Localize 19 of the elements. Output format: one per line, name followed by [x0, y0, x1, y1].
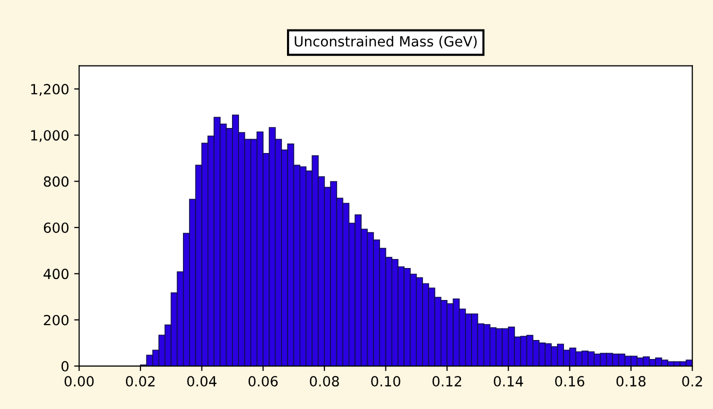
chart-title: Unconstrained Mass (GeV) [294, 36, 477, 48]
x-tick-label: 0.04 [187, 376, 216, 387]
x-tick-label: 0.16 [555, 376, 584, 387]
x-tick-label: 0.18 [616, 376, 646, 387]
x-tick-label: 0.14 [494, 376, 524, 387]
y-tick-label: 200 [44, 314, 68, 326]
x-tick-label: 0.00 [64, 376, 94, 387]
y-tick-label: 600 [44, 222, 68, 233]
x-tick-label: 0.08 [310, 376, 339, 387]
y-tick-label: 0 [62, 361, 68, 372]
y-tick-label: 800 [44, 176, 68, 187]
x-tick-label: 0.06 [248, 376, 278, 387]
x-tick-label: 0.12 [432, 376, 462, 387]
x-tick-label: 0.10 [371, 376, 400, 387]
y-tick-label: 1,200 [31, 84, 68, 96]
y-tick-label: 1,000 [31, 130, 68, 142]
x-tick-label: 0.02 [126, 376, 155, 387]
x-tick-label: 0.2 [682, 376, 702, 387]
y-tick-label: 400 [44, 268, 68, 280]
